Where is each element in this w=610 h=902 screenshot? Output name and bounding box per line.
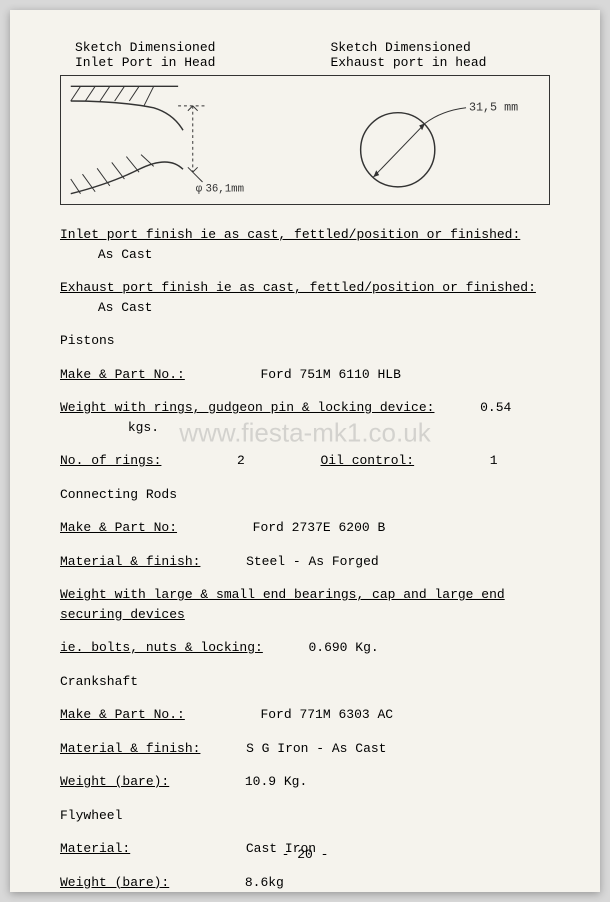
pistons-make-line: Make & Part No.: Ford 751M 6110 HLB [60,365,550,385]
conrods-weight-line1: Weight with large & small end bearings, … [60,585,550,624]
inlet-sketch-label: Sketch Dimensioned Inlet Port in Head [75,40,215,70]
rings-value: 2 [237,453,245,468]
inlet-finish-value: As Cast [98,247,153,262]
rings-label: No. of rings: [60,453,161,468]
conrods-material-value: Steel - As Forged [246,554,379,569]
conrods-weight-label1: Weight with large & small end bearings, … [60,587,505,622]
crankshaft-material-value: S G Iron - As Cast [246,741,386,756]
svg-text:φ: φ [196,184,203,196]
pistons-weight-unit: kgs. [128,420,159,435]
sketch-labels-row: Sketch Dimensioned Inlet Port in Head Sk… [60,40,550,70]
conrods-heading: Connecting Rods [60,485,550,505]
crankshaft-material-label: Material & finish: [60,741,200,756]
conrods-weight-line2: ie. bolts, nuts & locking: 0.690 Kg. [60,638,550,658]
exhaust-sketch-label: Sketch Dimensioned Exhaust port in head [330,40,486,70]
flywheel-weight-label: Weight (bare): [60,875,169,890]
document-page: Sketch Dimensioned Inlet Port in Head Sk… [10,10,600,892]
conrods-weight-label2: ie. bolts, nuts & locking: [60,640,263,655]
crankshaft-make-value: Ford 771M 6303 AC [260,707,393,722]
sketch-box: φ 36,1mm 31,5 mm [60,75,550,205]
exhaust-label-line1: Sketch Dimensioned [330,40,486,55]
inlet-dimension-text: 36,1mm [205,184,244,196]
inlet-label-line1: Sketch Dimensioned [75,40,215,55]
inlet-label-line2: Inlet Port in Head [75,55,215,70]
flywheel-heading: Flywheel [60,806,550,826]
pistons-weight-label: Weight with rings, gudgeon pin & locking… [60,400,434,415]
crankshaft-make-label: Make & Part No.: [60,707,185,722]
conrods-make-label: Make & Part No: [60,520,177,535]
exhaust-finish-label: Exhaust port finish ie as cast, fettled/… [60,280,536,295]
exhaust-finish-line: Exhaust port finish ie as cast, fettled/… [60,278,550,317]
conrods-make-value: Ford 2737E 6200 B [253,520,386,535]
inlet-sketch: φ 36,1mm [61,76,305,204]
conrods-make-line: Make & Part No: Ford 2737E 6200 B [60,518,550,538]
pistons-rings-line: No. of rings: 2 Oil control: 1 [60,451,550,471]
crankshaft-weight-value: 10.9 Kg. [245,774,307,789]
pistons-heading: Pistons [60,331,550,351]
inlet-finish-label: Inlet port finish ie as cast, fettled/po… [60,227,520,242]
crankshaft-weight-label: Weight (bare): [60,774,169,789]
conrods-weight-value: 0.690 Kg. [308,640,378,655]
exhaust-dimension-text: 31,5 mm [469,101,518,115]
crankshaft-weight-line: Weight (bare): 10.9 Kg. [60,772,550,792]
oil-value: 1 [490,453,498,468]
conrods-material-line: Material & finish: Steel - As Forged [60,552,550,572]
oil-label: Oil control: [320,453,414,468]
pistons-weight-line: Weight with rings, gudgeon pin & locking… [60,398,550,437]
inlet-finish-line: Inlet port finish ie as cast, fettled/po… [60,225,550,264]
pistons-weight-value: 0.54 [480,400,511,415]
exhaust-finish-value: As Cast [98,300,153,315]
flywheel-weight-line: Weight (bare): 8.6kg [60,873,550,893]
pistons-make-label: Make & Part No.: [60,367,185,382]
exhaust-port-diagram: 31,5 mm [305,76,549,204]
crankshaft-heading: Crankshaft [60,672,550,692]
crankshaft-make-line: Make & Part No.: Ford 771M 6303 AC [60,705,550,725]
crankshaft-material-line: Material & finish: S G Iron - As Cast [60,739,550,759]
inlet-port-diagram: φ 36,1mm [61,76,305,204]
conrods-material-label: Material & finish: [60,554,200,569]
exhaust-label-line2: Exhaust port in head [330,55,486,70]
page-number: - 20 - [10,847,600,862]
exhaust-sketch: 31,5 mm [305,76,549,204]
pistons-make-value: Ford 751M 6110 HLB [260,367,400,382]
flywheel-weight-value: 8.6kg [245,875,284,890]
